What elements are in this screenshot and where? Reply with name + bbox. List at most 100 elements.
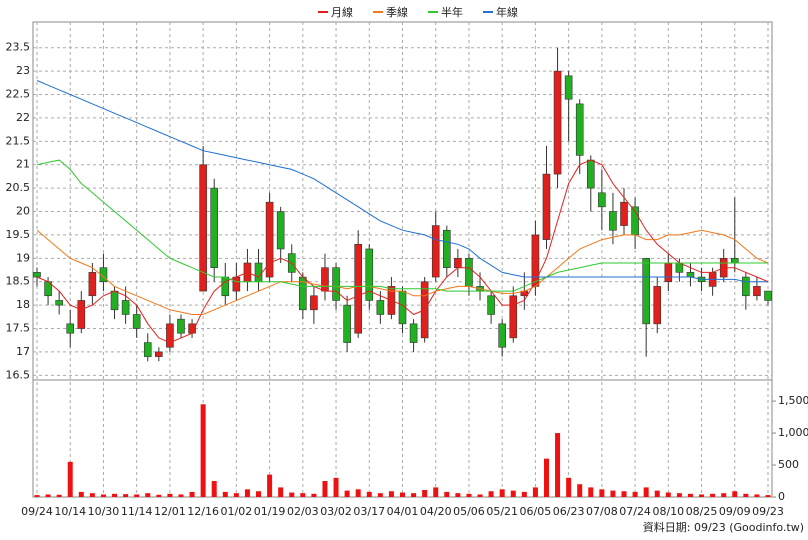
x-tick-label: 12/16: [187, 505, 219, 518]
volume-bar: [676, 493, 682, 497]
candle-body: [66, 323, 75, 334]
volume-bar: [521, 491, 527, 497]
volume-bar: [67, 461, 73, 497]
volume-bar: [488, 491, 494, 497]
candle-body: [564, 75, 573, 100]
volume-bar: [577, 484, 583, 497]
volume-bar: [721, 493, 727, 497]
x-tick-label: 05/06: [453, 505, 485, 518]
volume-bar: [278, 487, 284, 497]
volume-bar: [732, 491, 738, 497]
volume-bar: [267, 474, 273, 497]
candle-body: [110, 290, 119, 311]
volume-bar: [222, 491, 228, 497]
candle-body: [653, 286, 662, 325]
candle-body: [143, 342, 152, 357]
volume-bar: [665, 492, 671, 497]
y-tick-label: 20: [16, 205, 30, 218]
volume-bar: [200, 404, 206, 497]
volume-bar: [687, 493, 693, 497]
candle-body: [177, 318, 185, 334]
y-tick-label: 21: [16, 158, 30, 171]
x-tick-label: 05/21: [486, 505, 518, 518]
candle-body: [443, 229, 451, 268]
candle-body: [77, 300, 86, 329]
x-tick-label: 09/09: [719, 505, 751, 518]
candle-body: [55, 300, 63, 306]
x-tick-label: 01/02: [221, 505, 253, 518]
volume-bar: [400, 492, 405, 497]
ma-line: [36, 159, 769, 344]
volume-bar: [566, 477, 572, 497]
volume-bar: [156, 494, 162, 497]
volume-bar: [256, 491, 262, 497]
x-tick-label: 09/23: [752, 505, 784, 518]
candle-body: [753, 286, 761, 297]
volume-bar: [532, 487, 538, 497]
candle-body: [598, 192, 606, 208]
x-tick-label: 10/30: [88, 505, 120, 518]
candle-body: [465, 258, 473, 287]
volume-bar: [543, 458, 549, 497]
volume-bar: [499, 489, 505, 497]
y-tick-label: 18.5: [6, 275, 31, 288]
x-tick-label: 12/01: [154, 505, 186, 518]
y-tick-label: 20.5: [6, 181, 31, 194]
candle-body: [132, 314, 141, 329]
y-tick-label: 16.5: [6, 368, 31, 381]
volume-bar: [322, 481, 328, 497]
volume-bar: [189, 491, 195, 497]
x-tick-label: 03/17: [353, 505, 385, 518]
volume-bar: [765, 495, 771, 497]
candle-body: [730, 258, 739, 264]
ma-line: [36, 159, 768, 292]
volume-bar: [477, 494, 483, 497]
candle-body: [509, 295, 518, 339]
candle-body: [276, 211, 285, 250]
volume-bar: [78, 491, 84, 497]
candle-body: [376, 300, 385, 315]
candle-body: [33, 272, 41, 278]
volume-bar: [643, 487, 649, 497]
volume-bar: [244, 489, 250, 497]
candle-body: [254, 262, 263, 283]
candle-body: [199, 164, 207, 292]
y-tick-label: 23.5: [6, 41, 31, 54]
candle-body: [221, 276, 230, 297]
y2-tick-label: 1,000: [778, 426, 808, 439]
volume-bar: [621, 491, 627, 497]
volume-bar: [388, 491, 394, 497]
volume-bar: [289, 492, 295, 497]
x-tick-label: 03/02: [320, 505, 352, 518]
volume-bar: [366, 491, 372, 497]
candle-body: [586, 159, 595, 189]
candle-body: [365, 248, 374, 301]
x-tick-label: 08/25: [686, 505, 718, 518]
volume-bar: [355, 489, 361, 497]
legend-label: 季線: [386, 5, 408, 19]
volume-bar: [466, 493, 472, 497]
y2-tick-label: 0: [778, 490, 785, 503]
volume-bar: [112, 493, 118, 497]
candle-body: [742, 276, 750, 297]
volume-bar: [134, 494, 140, 497]
y-tick-label: 17.5: [6, 322, 31, 335]
volume-bar: [89, 493, 95, 497]
volume-bar: [654, 490, 660, 497]
candle-body: [609, 211, 617, 231]
volume-bar: [167, 493, 173, 497]
candle-body: [553, 70, 562, 175]
x-tick-label: 04/20: [420, 505, 452, 518]
volume-bar: [377, 493, 383, 497]
x-tick-label: 09/24: [21, 505, 53, 518]
candle-body: [265, 201, 274, 278]
candle-body: [88, 272, 97, 297]
volume-bar: [699, 494, 705, 497]
volume-bar: [311, 493, 317, 497]
volume-bar: [555, 433, 561, 497]
volume-bar: [444, 491, 450, 497]
volume-bar: [632, 491, 638, 497]
candle-body: [310, 295, 318, 311]
volume-bar: [344, 490, 350, 497]
